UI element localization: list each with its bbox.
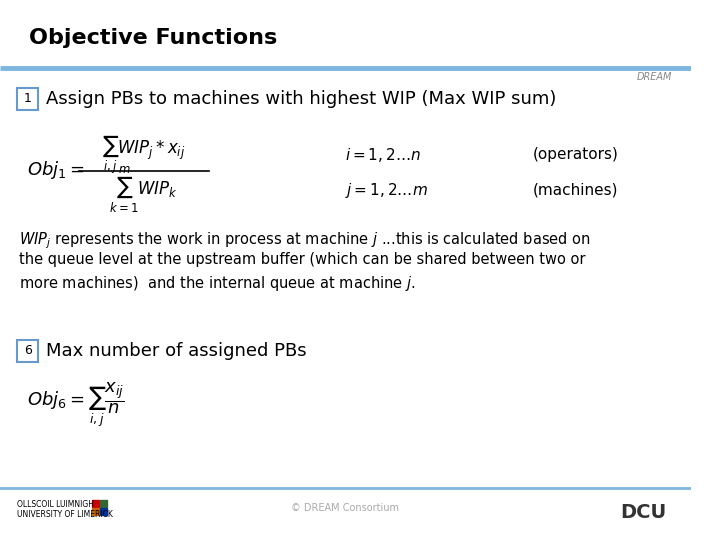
Text: $\sum_{k=1}^{m} WIP_k$: $\sum_{k=1}^{m} WIP_k$	[109, 165, 179, 215]
Bar	[92, 508, 99, 515]
Text: $WIP_j$ represents the work in process at machine $j$ ...this is calculated base: $WIP_j$ represents the work in process a…	[19, 230, 591, 251]
Text: more machines)  and the internal queue at machine $j$.: more machines) and the internal queue at…	[19, 274, 416, 293]
FancyBboxPatch shape	[17, 340, 38, 362]
Text: (machines): (machines)	[533, 183, 618, 198]
Text: Assign PBs to machines with highest WIP (Max WIP sum): Assign PBs to machines with highest WIP …	[46, 90, 557, 108]
Text: DREAM: DREAM	[636, 72, 672, 82]
Text: (operators): (operators)	[533, 147, 618, 163]
Text: 1: 1	[24, 92, 32, 105]
Text: © DREAM Consortium: © DREAM Consortium	[292, 503, 400, 513]
Text: $j = 1, 2 \ldots m$: $j = 1, 2 \ldots m$	[346, 180, 428, 199]
Text: OLLSCOIL LUIMNIGH
UNIVERSITY OF LIMERICK: OLLSCOIL LUIMNIGH UNIVERSITY OF LIMERICK	[17, 500, 113, 519]
FancyBboxPatch shape	[17, 88, 38, 110]
Text: $Obj_6 = \sum_{i,j} \dfrac{x_{ij}}{n}$: $Obj_6 = \sum_{i,j} \dfrac{x_{ij}}{n}$	[27, 381, 125, 429]
Bar	[100, 508, 107, 515]
Text: $i = 1, 2 \ldots n$: $i = 1, 2 \ldots n$	[346, 146, 421, 164]
Text: the queue level at the upstream buffer (which can be shared between two or: the queue level at the upstream buffer (…	[19, 252, 585, 267]
Text: $Obj_1 =$: $Obj_1 =$	[27, 159, 85, 181]
Text: Max number of assigned PBs: Max number of assigned PBs	[46, 342, 307, 360]
Text: $\sum_{i,j} WIP_j * x_{ij}$: $\sum_{i,j} WIP_j * x_{ij}$	[102, 133, 186, 177]
Bar	[100, 500, 107, 507]
Text: Objective Functions: Objective Functions	[29, 28, 277, 48]
Text: 6: 6	[24, 345, 32, 357]
Text: DCU: DCU	[621, 503, 667, 522]
Bar	[92, 500, 99, 507]
